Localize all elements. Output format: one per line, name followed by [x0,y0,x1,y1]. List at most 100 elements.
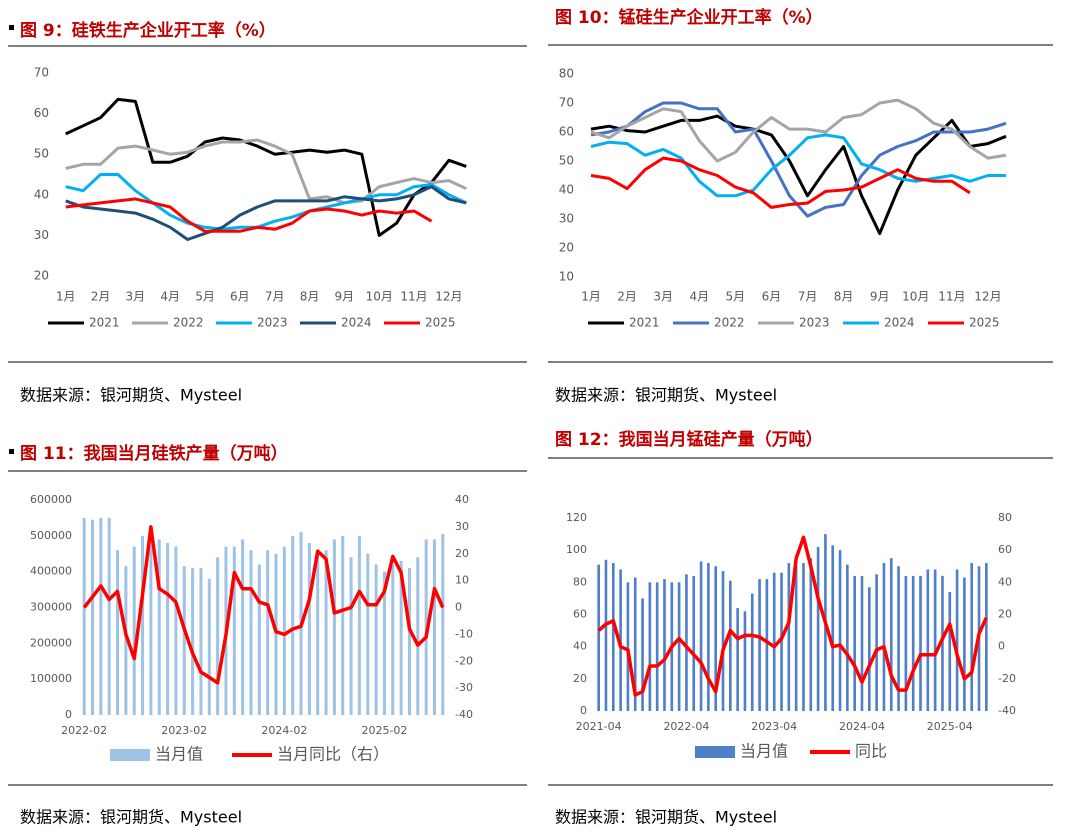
bar [831,545,835,711]
bar [765,579,769,711]
legend-label: 同比 [855,742,887,761]
x-tick-label: 1月 [581,290,601,304]
bar [948,591,952,711]
bar [889,558,893,711]
bar [619,569,622,711]
bar [241,539,245,715]
x-tick-label: 2月 [617,290,637,304]
bar [692,575,696,711]
legend-label: 2024 [341,316,372,330]
y-tick-label: 0 [65,708,72,721]
series-line [590,114,1007,235]
y2-tick-label: 40 [998,575,1012,588]
bar [750,593,754,711]
bar [107,517,111,715]
y-tick-label: 80 [573,575,587,588]
bar [232,546,236,715]
y-tick-label: 70 [34,66,49,80]
y-tick-label: 30 [559,212,574,226]
bar [611,563,615,711]
bar [641,598,644,711]
bar [257,564,261,715]
series-line [65,173,467,231]
y2-tick-label: 20 [998,608,1012,621]
source-note: 数据来源：银河期货、Mysteel [20,386,242,405]
legend-label: 2022 [173,316,204,330]
bar [124,566,128,715]
y-tick-label: 20 [559,241,574,255]
x-tick-label: 7月 [265,290,285,304]
y-tick-label: 60 [559,125,574,139]
y-tick-label: 20 [34,269,49,283]
bullet [9,25,14,30]
bar [648,582,652,711]
bar [282,546,286,715]
x-tick-label: 12月 [974,290,1001,304]
x-tick-label: 6月 [762,290,782,304]
bar [626,582,630,711]
legend-swatch [110,749,150,761]
x-tick-label: 2025-02 [361,724,407,737]
y2-tick-label: 80 [998,511,1012,524]
bar [357,535,361,715]
bar [182,566,186,715]
bar [882,563,886,711]
y2-tick-label: -10 [455,627,473,640]
bar [91,519,95,715]
bar [132,546,136,715]
series-line [65,97,467,237]
bar [699,561,703,711]
y-tick-label: 50 [34,147,49,161]
series-line [65,185,467,241]
bar [99,517,103,715]
y-tick-label: 400000 [30,565,72,578]
bar [324,550,328,715]
bar [374,564,378,715]
y-tick-label: 40 [559,183,574,197]
y2-tick-label: -20 [455,654,473,667]
bar [633,577,637,711]
series-line [65,138,467,205]
x-tick-label: 10月 [366,290,393,304]
y-tick-label: 0 [580,704,587,717]
y2-tick-label: 10 [455,574,469,587]
x-tick-label: 5月 [195,290,215,304]
x-tick-label: 12月 [435,290,462,304]
source-note: 数据来源：银河期货、Mysteel [555,808,777,827]
source-note: 数据来源：银河期货、Mysteel [20,808,242,827]
x-tick-label: 2024-04 [839,720,885,733]
y2-tick-label: -40 [998,704,1016,717]
legend-label: 2024 [884,316,915,330]
x-tick-label: 3月 [126,290,146,304]
x-tick-label: 2024-02 [261,724,307,737]
legend-label: 2023 [799,316,830,330]
x-tick-label: 2021-04 [576,720,622,733]
bar [838,550,842,711]
series-line [590,133,1006,198]
series-line [590,98,1007,163]
bar [729,580,732,711]
bar [266,550,270,715]
y2-tick-label: 20 [455,547,469,560]
x-tick-label: 4月 [689,290,709,304]
bar [157,539,161,715]
y-tick-label: 100 [566,543,587,556]
x-tick-label: 9月 [335,290,355,304]
x-tick-label: 11月 [400,290,427,304]
legend-label: 当月同比（右） [277,745,389,764]
bar [307,543,311,715]
bar [416,557,420,715]
bar [963,577,966,711]
bullet [9,449,14,454]
legend-label: 2025 [425,316,456,330]
y2-tick-label: 0 [455,601,462,614]
y-tick-label: 600000 [30,493,72,506]
x-tick-label: 2025-04 [927,720,973,733]
x-tick-label: 6月 [230,290,250,304]
x-tick-label: 7月 [798,290,818,304]
bar [316,553,320,715]
series-line [597,535,988,697]
x-tick-label: 2022-02 [61,724,107,737]
bar [597,564,600,711]
y2-tick-label: 0 [998,640,1005,653]
